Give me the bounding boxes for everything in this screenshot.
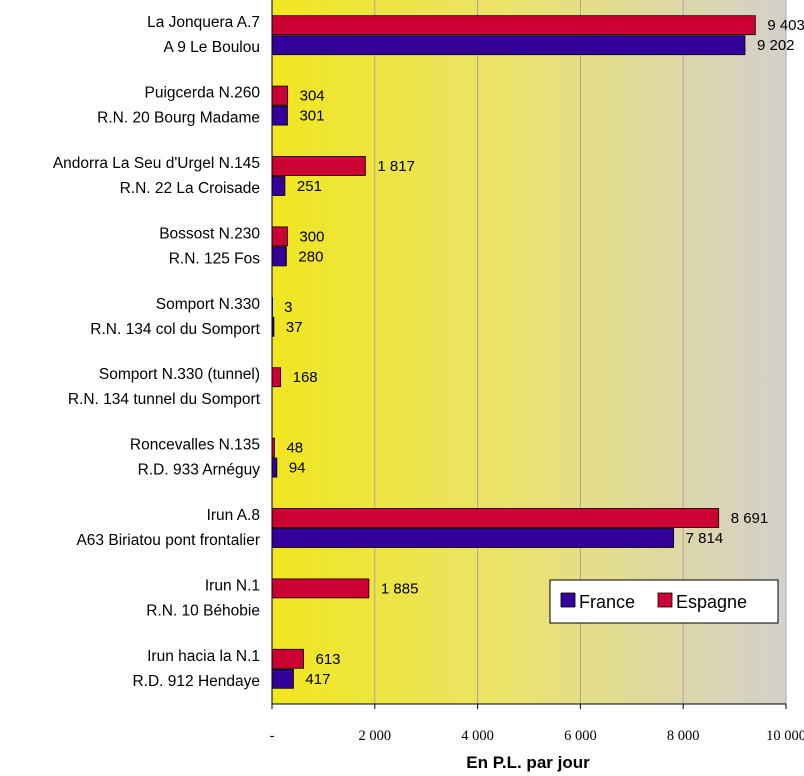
value-label-espagne: 304 bbox=[300, 88, 325, 105]
value-label-france: 251 bbox=[297, 178, 322, 195]
x-tick-label: 8 000 bbox=[667, 728, 700, 744]
category-label-france: R.N. 10 Béhobie bbox=[146, 602, 260, 619]
category-label-spain: Puigcerda N.260 bbox=[145, 85, 261, 102]
bar-france bbox=[271, 105, 288, 126]
bar-espagne bbox=[271, 85, 289, 106]
value-label-france: 301 bbox=[299, 108, 324, 125]
category-label-spain: Irun A.8 bbox=[207, 507, 260, 524]
bar-france bbox=[271, 457, 278, 478]
x-tick-label: 4 000 bbox=[461, 728, 494, 744]
value-label-france: 9 202 bbox=[757, 37, 795, 54]
value-label-france: 37 bbox=[286, 319, 303, 336]
value-label-france: 417 bbox=[305, 671, 330, 688]
bar-espagne bbox=[271, 226, 288, 247]
category-label-france: R.N. 22 La Croisade bbox=[120, 180, 260, 197]
category-label-france: R.N. 134 col du Somport bbox=[90, 321, 260, 338]
category-label-france: A63 Biriatou pont frontalier bbox=[76, 532, 260, 549]
category-label-spain: Roncevalles N.135 bbox=[130, 437, 260, 454]
bar-espagne bbox=[271, 648, 304, 669]
bar-espagne bbox=[271, 578, 370, 599]
legend-label-france: France bbox=[579, 592, 635, 612]
bar-france bbox=[271, 176, 286, 196]
bar-espagne bbox=[271, 367, 282, 388]
value-label-espagne: 48 bbox=[286, 440, 303, 457]
legend-swatch-espagne bbox=[657, 592, 673, 608]
category-label-spain: Irun hacia la N.1 bbox=[147, 648, 260, 665]
x-tick-label: - bbox=[270, 728, 275, 744]
value-label-espagne: 8 691 bbox=[731, 510, 769, 527]
category-label-france: R.N. 20 Bourg Madame bbox=[97, 110, 260, 127]
value-labels: 9 403 9 202 304 301 1 817 251 300 280 3 37 168 48 94… bbox=[284, 17, 804, 688]
category-label-spain: Somport N.330 bbox=[156, 296, 261, 313]
value-label-france: 7 814 bbox=[686, 530, 724, 547]
bar-france bbox=[271, 528, 675, 548]
category-labels: La Jonquera A.7 A 9 Le Boulou Puigcerda N.… bbox=[53, 14, 261, 690]
value-label-france: 94 bbox=[289, 460, 306, 477]
category-label-france: R.N. 134 tunnel du Somport bbox=[68, 391, 261, 408]
legend-label-espagne: Espagne bbox=[676, 592, 747, 612]
x-tick-label: 6 000 bbox=[564, 728, 597, 744]
bar-france bbox=[271, 668, 294, 689]
category-label-spain: Bossost N.230 bbox=[159, 225, 260, 242]
category-label-france: R.D. 933 Arnéguy bbox=[138, 462, 261, 479]
category-label-france: A 9 Le Boulou bbox=[163, 39, 260, 56]
bar-espagne bbox=[271, 15, 756, 36]
x-axis-label: En P.L. par jour bbox=[466, 753, 590, 772]
legend: France Espagne bbox=[549, 579, 779, 624]
value-label-espagne: 9 403 bbox=[767, 17, 804, 34]
value-label-espagne: 613 bbox=[316, 651, 341, 668]
x-tick-label: 2 000 bbox=[358, 728, 391, 744]
category-label-spain: Irun N.1 bbox=[205, 577, 260, 594]
value-label-espagne: 3 bbox=[284, 299, 292, 316]
category-label-spain: La Jonquera A.7 bbox=[147, 14, 260, 31]
category-label-spain: Somport N.330 (tunnel) bbox=[99, 366, 260, 383]
bars bbox=[271, 15, 756, 689]
bar-france bbox=[271, 35, 746, 56]
legend-swatch-france bbox=[560, 592, 576, 608]
x-axis-ticks: - 2 000 4 000 6 000 8 000 10 000 bbox=[270, 704, 804, 744]
value-label-espagne: 300 bbox=[299, 228, 324, 245]
value-label-espagne: 1 817 bbox=[377, 158, 415, 175]
value-label-espagne: 168 bbox=[293, 369, 318, 386]
value-label-france: 280 bbox=[298, 248, 323, 265]
category-label-spain: Andorra La Seu d'Urgel N.145 bbox=[53, 155, 260, 172]
bar-espagne bbox=[271, 508, 720, 528]
bar-espagne bbox=[271, 156, 366, 176]
bar-france bbox=[271, 246, 287, 267]
value-label-espagne: 1 885 bbox=[381, 580, 419, 597]
x-tick-label: 10 000 bbox=[766, 728, 804, 744]
category-label-france: R.N. 125 Fos bbox=[169, 250, 261, 267]
category-label-france: R.D. 912 Hendaye bbox=[132, 673, 260, 690]
